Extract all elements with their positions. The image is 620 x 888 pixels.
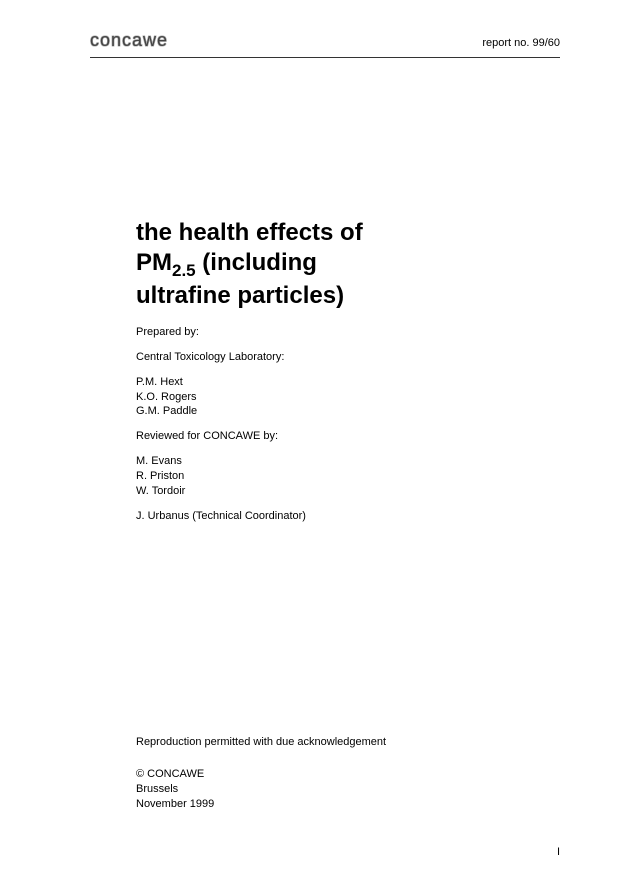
- copyright: © CONCAWE: [136, 767, 386, 782]
- org-text: Central Toxicology Laboratory:: [136, 350, 560, 365]
- title-line-3: ultrafine particles): [136, 282, 344, 309]
- author: K.O. Rogers: [136, 390, 560, 405]
- coordinator-text: J. Urbanus (Technical Coordinator): [136, 509, 560, 524]
- page-number: I: [557, 846, 560, 858]
- title-subscript: 2.5: [172, 261, 196, 280]
- date: November 1999: [136, 797, 386, 812]
- header-rule: [90, 57, 560, 58]
- coordinator: J. Urbanus (Technical Coordinator): [136, 509, 560, 524]
- reviewed-by-label: Reviewed for CONCAWE by:: [136, 429, 560, 444]
- page: concawe report no. 99/60 the health effe…: [0, 0, 620, 888]
- org-label: Central Toxicology Laboratory:: [136, 350, 560, 365]
- reviewer: R. Priston: [136, 469, 560, 484]
- author: P.M. Hext: [136, 375, 560, 390]
- prepared-by-label: Prepared by:: [136, 325, 560, 340]
- header: concawe report no. 99/60: [90, 30, 560, 51]
- title-line-1: the health effects of: [136, 219, 363, 246]
- reviewer: M. Evans: [136, 454, 560, 469]
- logo: concawe: [90, 30, 168, 51]
- document-title: the health effects of PM2.5 (including u…: [136, 218, 560, 311]
- title-line-2-post: (including: [196, 249, 317, 276]
- reviewed-by-text: Reviewed for CONCAWE by:: [136, 429, 560, 444]
- place: Brussels: [136, 782, 386, 797]
- title-line-2-pre: PM: [136, 249, 172, 276]
- reviewers-list: M. Evans R. Priston W. Tordoir: [136, 454, 560, 499]
- authors-list: P.M. Hext K.O. Rogers G.M. Paddle: [136, 375, 560, 420]
- report-number: report no. 99/60: [482, 37, 560, 49]
- author: G.M. Paddle: [136, 404, 560, 419]
- prepared-by-text: Prepared by:: [136, 325, 560, 340]
- footer: Reproduction permitted with due acknowle…: [136, 735, 386, 812]
- reproduction-notice: Reproduction permitted with due acknowle…: [136, 735, 386, 750]
- reviewer: W. Tordoir: [136, 484, 560, 499]
